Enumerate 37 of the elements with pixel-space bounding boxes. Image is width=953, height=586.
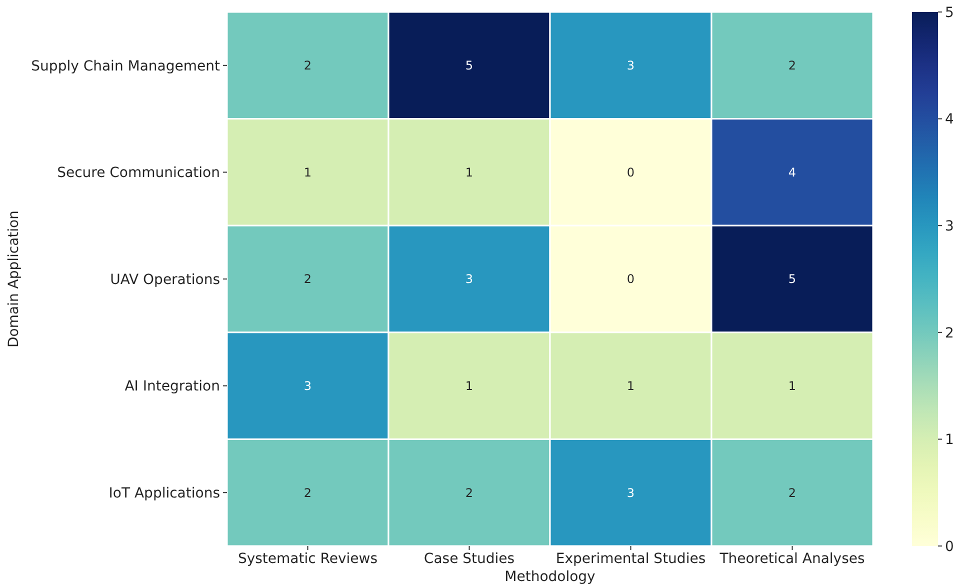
data-label: 4 [788, 165, 796, 180]
data-label: 3 [626, 486, 635, 500]
data-label: 3 [626, 58, 635, 73]
data-label: 2 [304, 272, 312, 286]
data-label: 1 [304, 165, 312, 180]
color-bar-label: 5 [945, 4, 953, 21]
y-tick-label: UAV Operations [110, 272, 220, 288]
data-label: 2 [465, 486, 474, 500]
color-bar-label: 3 [945, 218, 953, 234]
y-tick-label: Supply Chain Management [31, 58, 221, 74]
data-label: 5 [788, 272, 796, 286]
y-tick-label: AI Integration [124, 378, 220, 395]
y-tick-label: IoT Applications [108, 486, 220, 502]
x-tick-label: Theoretical Analyses [718, 551, 865, 567]
x-axis-title: Methodology [504, 569, 596, 585]
data-label: 0 [626, 165, 635, 180]
data-label: 2 [788, 58, 796, 73]
data-label: 1 [465, 165, 474, 180]
color-bar-label: 2 [945, 325, 953, 342]
x-tick-label: Case Studies [424, 551, 515, 567]
color-bar-label: 1 [945, 432, 953, 448]
x-tick-label: Experimental Studies [556, 551, 706, 567]
data-label: 5 [465, 58, 474, 73]
color-bar-label: 4 [945, 112, 953, 128]
data-label: 1 [465, 379, 474, 393]
y-axis-title: Domain Application [6, 210, 22, 348]
data-label: 1 [788, 379, 796, 393]
data-label: 2 [788, 486, 796, 500]
y-tick-label: Secure Communication [57, 165, 220, 182]
data-label: 2 [304, 486, 312, 500]
x-tick-label: Systematic Reviews [238, 551, 378, 567]
data-label: 0 [626, 272, 635, 286]
data-label: 1 [626, 379, 635, 393]
data-label: 2 [304, 58, 312, 73]
data-label: 3 [465, 272, 474, 286]
data-label: 3 [304, 379, 312, 393]
color-bar-label: 0 [945, 538, 953, 555]
